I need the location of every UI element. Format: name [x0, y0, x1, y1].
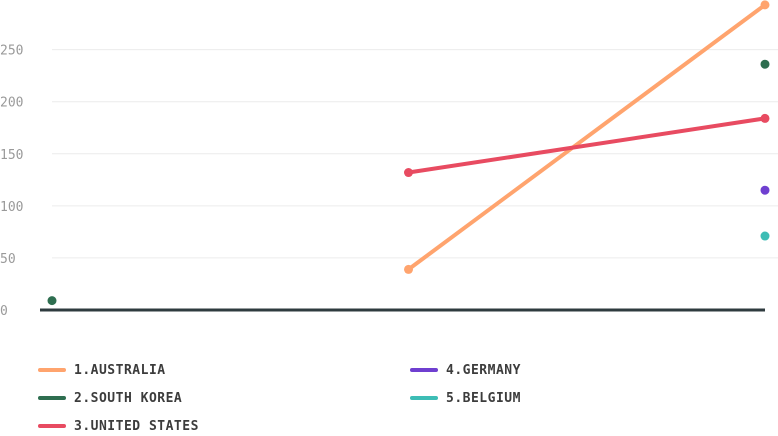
- legend-item-united-states[interactable]: 3.UNITED STATES: [38, 416, 199, 436]
- data-point[interactable]: [404, 168, 413, 178]
- data-point[interactable]: [760, 231, 770, 241]
- y-tick-label: 250: [0, 44, 23, 59]
- legend-item-germany[interactable]: 4.GERMANY: [410, 360, 521, 380]
- legend-label: 2.SOUTH KOREA: [74, 390, 183, 406]
- legend-swatch: [38, 396, 66, 400]
- data-points: [47, 0, 770, 306]
- y-axis-ticks: 0 50 100 150 200 250: [0, 44, 23, 319]
- legend-item-south-korea[interactable]: 2.SOUTH KOREA: [38, 388, 182, 408]
- y-tick-label: 50: [0, 252, 16, 267]
- data-point[interactable]: [760, 113, 770, 123]
- legend-item-belgium[interactable]: 5.BELGIUM: [410, 388, 521, 408]
- series-lines: [406, 2, 767, 272]
- legend-swatch: [410, 396, 438, 400]
- data-point[interactable]: [760, 185, 770, 195]
- data-point[interactable]: [760, 59, 770, 69]
- legend-label: 5.BELGIUM: [446, 390, 521, 406]
- legend-swatch: [38, 368, 66, 372]
- y-tick-label: 0: [0, 304, 8, 319]
- y-tick-label: 100: [0, 200, 23, 215]
- data-point[interactable]: [404, 264, 413, 274]
- y-tick-label: 200: [0, 96, 23, 111]
- legend-swatch: [38, 424, 66, 428]
- series-line: [406, 116, 767, 175]
- legend-label: 1.AUSTRALIA: [74, 362, 166, 378]
- legend-swatch: [410, 368, 438, 372]
- legend-label: 3.UNITED STATES: [74, 418, 199, 434]
- data-point[interactable]: [760, 0, 770, 10]
- data-point[interactable]: [47, 296, 57, 306]
- legend: 1.AUSTRALIA 2.SOUTH KOREA 3.UNITED STATE…: [0, 358, 778, 435]
- y-tick-label: 150: [0, 148, 23, 163]
- gridlines: [52, 49, 778, 259]
- legend-label: 4.GERMANY: [446, 362, 521, 378]
- legend-item-australia[interactable]: 1.AUSTRALIA: [38, 360, 166, 380]
- series-line: [406, 2, 767, 272]
